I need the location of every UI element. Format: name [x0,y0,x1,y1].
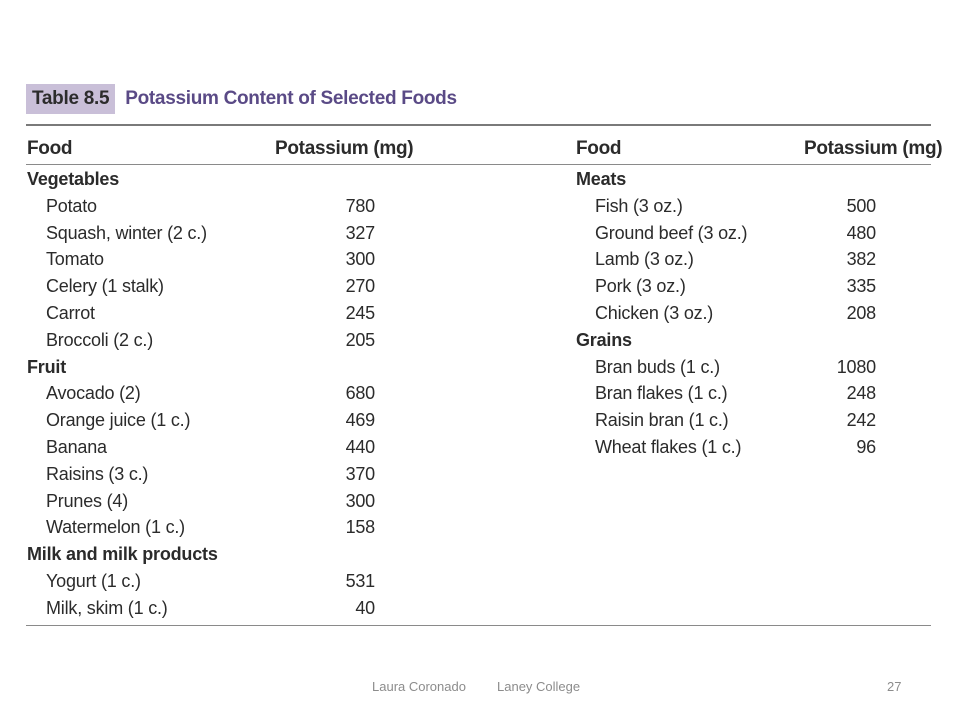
potassium-value: 680 [345,383,376,404]
potassium-value: 480 [846,222,877,243]
food-name: Carrot [46,302,95,323]
potassium-value: 500 [846,195,877,216]
food-name: Chicken (3 oz.) [595,302,714,323]
table-row: Pork (3 oz.) 335 [576,273,916,300]
category-label: Vegetables [27,169,120,189]
category-label: Meats [576,169,627,189]
table-row: Squash, winter (2 c.) 327 [27,220,375,247]
potassium-value: 1080 [836,356,876,377]
table-row: Bran buds (1 c.) 1080 [576,354,916,381]
left-column: Vegetables Potato 780 Squash, winter (2 c.)… [27,166,375,622]
potassium-value: 780 [345,195,376,216]
food-name: Yogurt (1 c.) [46,570,141,591]
category-row: Vegetables [27,166,367,193]
potassium-value: 370 [345,463,376,484]
category-row: Milk and milk products [27,541,367,568]
left-food-header: Food [27,138,73,159]
potassium-value: 248 [846,383,877,404]
category-label: Milk and milk products [27,544,218,565]
potassium-value: 382 [846,249,877,270]
food-name: Raisins (3 c.) [46,463,149,484]
table-row: Potato 780 [27,193,375,220]
bottom-rule [26,625,931,626]
table-row: Lamb (3 oz.) 382 [576,246,916,273]
food-name: Orange juice (1 c.) [46,410,191,431]
food-name: Potato [46,195,97,216]
table-row: Raisins (3 c.) 370 [27,461,375,488]
table-title: Potassium Content of Selected Foods [125,88,457,109]
right-potassium-header: Potassium (mg) [804,138,943,159]
top-rule [26,124,931,126]
category-row: Fruit [27,354,367,381]
table-row: Raisin bran (1 c.) 242 [576,407,916,434]
food-name: Lamb (3 oz.) [595,249,694,270]
table-row: Banana 440 [27,434,375,461]
table-row: Tomato 300 [27,246,375,273]
right-food-header: Food [576,138,622,159]
food-name: Watermelon (1 c.) [46,517,185,538]
table-row: Fish (3 oz.) 500 [576,193,916,220]
table-row: Prunes (4) 300 [27,488,375,515]
header-rule [26,164,931,165]
table-row: Carrot 245 [27,300,375,327]
table-row: Celery (1 stalk) 270 [27,273,375,300]
food-name: Banana [46,436,107,457]
potassium-value: 300 [345,490,376,511]
category-row: Grains [576,327,916,354]
page-number: 27 [887,679,902,694]
potassium-value: 300 [345,249,376,270]
potassium-value: 245 [345,302,376,323]
food-name: Wheat flakes (1 c.) [595,436,742,457]
table-row: Broccoli (2 c.) 205 [27,327,375,354]
footer-author: Laura Coronado [372,679,466,694]
potassium-value: 40 [355,597,375,618]
food-name: Bran buds (1 c.) [595,356,720,377]
potassium-value: 205 [345,329,376,350]
table-row: Wheat flakes (1 c.) 96 [576,434,916,461]
food-name: Ground beef (3 oz.) [595,222,748,243]
potassium-value: 270 [345,276,376,297]
table-row: Avocado (2) 680 [27,380,375,407]
food-name: Raisin bran (1 c.) [595,410,729,431]
potassium-value: 531 [345,570,376,591]
table-row: Chicken (3 oz.) 208 [576,300,916,327]
table-row: Watermelon (1 c.) 158 [27,514,375,541]
potassium-value: 208 [846,302,877,323]
food-name: Pork (3 oz.) [595,276,686,297]
category-label: Grains [576,329,632,350]
table-row: Milk, skim (1 c.) 40 [27,595,375,622]
food-name: Bran flakes (1 c.) [595,383,728,404]
food-name: Avocado (2) [46,383,141,404]
category-row: Meats [576,166,916,193]
table-header: Table 8.5 Potassium Content of Selected … [26,84,457,114]
table-label: Table 8.5 [26,84,116,114]
food-name: Tomato [46,249,104,270]
potassium-value: 242 [846,410,877,431]
table-row: Yogurt (1 c.) 531 [27,568,375,595]
potassium-value: 469 [345,410,376,431]
potassium-value: 96 [856,436,876,457]
potassium-value: 327 [345,222,376,243]
potassium-value: 440 [345,436,376,457]
left-potassium-header: Potassium (mg) [275,138,414,159]
potassium-value: 335 [846,276,877,297]
footer-institution: Laney College [497,679,581,694]
food-name: Fish (3 oz.) [595,195,683,216]
category-label: Fruit [27,356,66,377]
potassium-value: 158 [345,517,376,538]
table-row: Orange juice (1 c.) 469 [27,407,375,434]
food-name: Prunes (4) [46,490,129,511]
table-row: Bran flakes (1 c.) 248 [576,380,916,407]
food-name: Milk, skim (1 c.) [46,597,168,618]
right-column: Meats Fish (3 oz.) 500 Ground beef (3 oz.) 4… [576,166,916,461]
food-name: Celery (1 stalk) [46,276,164,297]
food-name: Broccoli (2 c.) [46,329,154,350]
table-row: Ground beef (3 oz.) 480 [576,220,916,247]
food-name: Squash, winter (2 c.) [46,222,207,243]
